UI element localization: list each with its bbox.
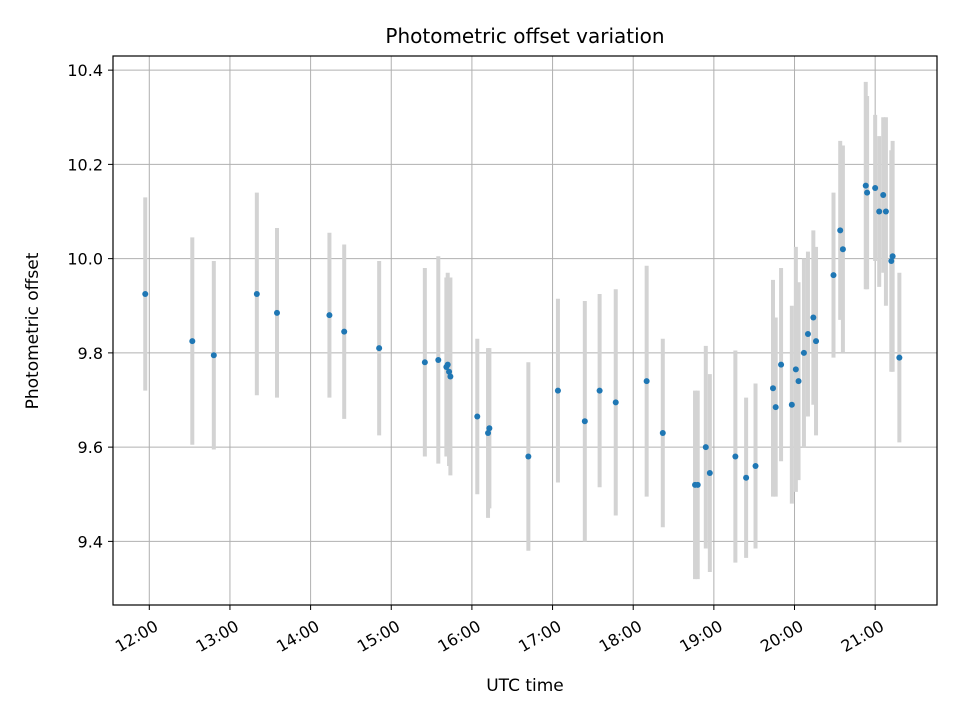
data-point (435, 356, 442, 363)
data-point (694, 481, 701, 488)
data-point (876, 208, 883, 215)
y-tick-label: 9.4 (78, 532, 103, 551)
data-point (341, 328, 348, 335)
data-point (896, 354, 903, 361)
data-point (326, 312, 333, 319)
y-axis-label: Photometric offset (23, 252, 43, 409)
data-point (702, 444, 709, 451)
x-axis-label: UTC time (486, 676, 564, 696)
data-point (273, 309, 280, 316)
data-point (813, 338, 820, 345)
y-tick-label: 9.6 (78, 438, 103, 457)
data-point (830, 272, 837, 279)
x-tick-label: 20:00 (757, 616, 806, 656)
x-tick-label: 13:00 (193, 616, 242, 656)
data-point (446, 368, 453, 375)
plot-frame (112, 55, 938, 606)
data-point (882, 208, 889, 215)
x-tick-label: 21:00 (838, 616, 887, 656)
data-point (795, 378, 802, 385)
data-point (888, 257, 895, 264)
x-axis-ticks: 12:00 13:00 14:00 15:00 16:00 17:00 18:00 19:00… (112, 605, 887, 656)
data-point (189, 338, 196, 345)
data-point (485, 429, 492, 436)
data-point (837, 227, 844, 234)
data-point (376, 345, 383, 352)
data-point (810, 314, 817, 321)
chart-title: Photometric offset variation (385, 24, 664, 48)
x-tick-label: 15:00 (354, 616, 403, 656)
data-point (772, 404, 779, 411)
data-point (447, 373, 454, 380)
data-point (880, 192, 887, 199)
data-point (210, 352, 217, 359)
data-point (659, 429, 666, 436)
data-point (743, 474, 750, 481)
data-point (889, 253, 896, 260)
y-tick-label: 10.0 (67, 250, 103, 269)
data-point (421, 359, 428, 366)
y-tick-label: 10.2 (67, 155, 103, 174)
error-bars (143, 81, 902, 580)
x-tick-label: 12:00 (112, 616, 161, 656)
x-tick-label: 17:00 (515, 616, 564, 656)
data-point (770, 385, 777, 392)
data-point (800, 349, 807, 356)
data-point (612, 399, 619, 406)
data-point (486, 425, 493, 432)
y-tick-label: 10.4 (67, 61, 103, 80)
data-point (752, 462, 759, 469)
data-point (872, 184, 879, 191)
x-tick-label: 16:00 (434, 616, 483, 656)
data-point (788, 401, 795, 408)
data-point (792, 366, 799, 373)
data-point (474, 413, 481, 420)
data-point (253, 290, 260, 297)
x-tick-label: 18:00 (596, 616, 645, 656)
x-tick-label: 14:00 (273, 616, 322, 656)
data-point (525, 453, 532, 460)
data-point (839, 246, 846, 253)
y-tick-label: 9.8 (78, 344, 103, 363)
data-point (804, 331, 811, 338)
data-point (643, 378, 650, 385)
data-point (778, 361, 785, 368)
data-point (864, 189, 871, 196)
data-points (142, 182, 903, 488)
x-tick-label: 19:00 (676, 616, 725, 656)
y-axis-ticks: 9.4 9.6 9.8 10.0 10.2 10.4 (67, 61, 113, 551)
data-point (862, 182, 869, 189)
data-point (732, 453, 739, 460)
data-point (596, 387, 603, 394)
data-point (554, 387, 561, 394)
data-point (444, 361, 451, 368)
data-point (581, 418, 588, 425)
data-point (706, 470, 713, 477)
data-point (142, 290, 149, 297)
